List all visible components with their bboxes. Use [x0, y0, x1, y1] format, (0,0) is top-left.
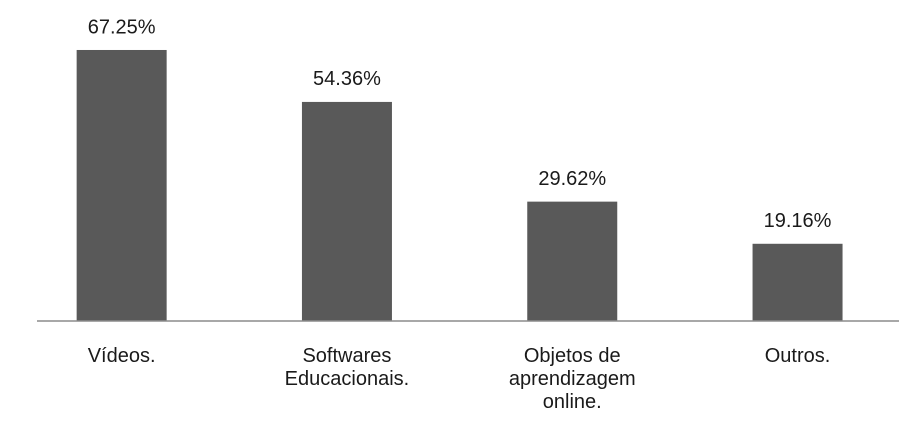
bar	[527, 201, 618, 321]
bar	[752, 243, 843, 321]
x-tick-label: Outros.	[764, 345, 831, 367]
value-label: 67.25%	[88, 16, 156, 38]
bar	[301, 101, 392, 321]
x-tick-label: Objetos de aprendizagem online.	[508, 345, 636, 413]
value-label: 29.62%	[538, 168, 606, 190]
x-tick-label: Vídeos.	[87, 345, 156, 367]
x-tick-label: Softwares Educacionais.	[284, 345, 410, 390]
value-label: 54.36%	[313, 68, 381, 90]
bar	[76, 49, 167, 322]
value-label: 19.16%	[764, 210, 832, 232]
